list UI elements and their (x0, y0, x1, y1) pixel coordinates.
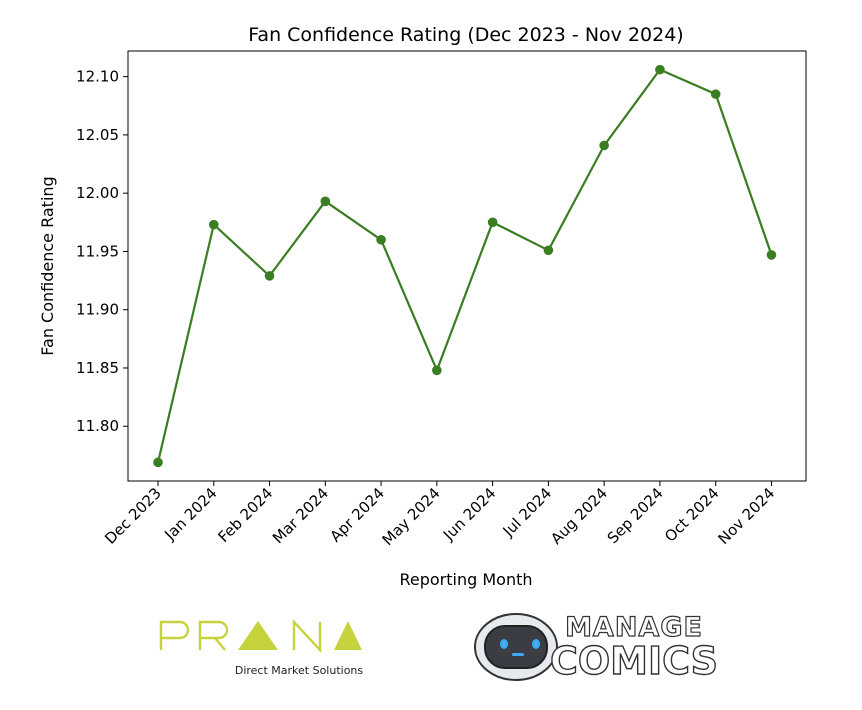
prana-logo: Direct Market Solutions (159, 618, 364, 677)
data-point (264, 271, 275, 281)
data-point (487, 217, 498, 228)
x-tick-label: Jan 2024 (160, 484, 220, 544)
x-tick-label: Jun 2024 (439, 484, 499, 544)
x-tick-label: Jul 2024 (499, 484, 556, 541)
x-tick-label: Oct 2024 (661, 484, 722, 545)
data-point (208, 219, 219, 230)
x-tick-label: Sep 2024 (604, 484, 667, 547)
manage-comics-line2: COMICS (550, 639, 718, 683)
data-point (543, 245, 554, 256)
x-tick-label: Mar 2024 (269, 484, 332, 547)
manage-comics-logo: MANAGE COMICS (474, 611, 719, 684)
y-tick-label: 12.05 (76, 126, 119, 144)
data-point (432, 365, 442, 376)
line-chart: Fan Confidence Rating (Dec 2023 - Nov 20… (38, 24, 807, 589)
data-point (376, 234, 386, 245)
plot-frame (127, 50, 807, 482)
data-point (320, 196, 331, 207)
x-tick-label: Feb 2024 (214, 484, 276, 546)
y-tick-label: 11.95 (76, 242, 119, 260)
series-line (156, 68, 773, 463)
y-tick-label: 11.80 (76, 417, 119, 435)
x-axis-label: Reporting Month (399, 570, 532, 589)
manage-comics-line1: MANAGE (565, 612, 703, 643)
data-point (655, 64, 665, 75)
y-tick-label: 11.90 (76, 301, 119, 319)
x-tick-label: Aug 2024 (547, 484, 611, 548)
data-point (766, 250, 777, 260)
y-axis: 11.80 11.85 11.90 11.95 12.00 12.05 12.10 (76, 68, 128, 435)
logos-footer: Direct Market Solutions MANAGE COMICS (159, 611, 719, 684)
data-point (710, 89, 721, 99)
data-points (153, 64, 777, 468)
y-tick-label: 12.00 (76, 184, 119, 202)
prana-tagline: Direct Market Solutions (235, 664, 364, 677)
data-point (153, 457, 163, 468)
y-axis-label: Fan Confidence Rating (38, 176, 57, 355)
y-tick-label: 11.85 (76, 359, 119, 377)
data-point (599, 140, 609, 151)
x-tick-label: Nov 2024 (715, 484, 779, 548)
chart-title: Fan Confidence Rating (Dec 2023 - Nov 20… (248, 24, 683, 46)
x-tick-label: Dec 2023 (101, 484, 165, 548)
y-tick-label: 12.10 (76, 68, 119, 86)
x-tick-label: May 2024 (379, 484, 444, 549)
